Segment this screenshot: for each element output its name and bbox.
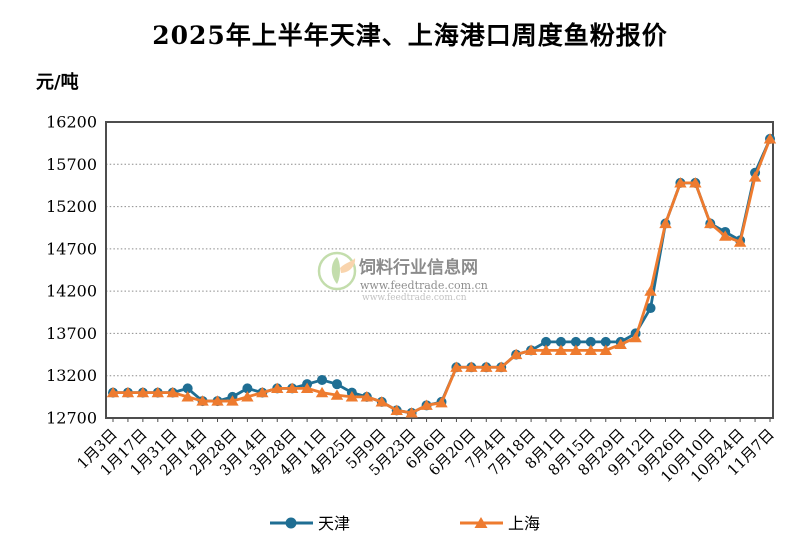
- chart-title: 2025年上半年天津、上海港口周度鱼粉报价: [152, 21, 668, 50]
- shanghai-point: [256, 386, 269, 398]
- shanghai-point: [181, 391, 194, 402]
- shanghai-point: [584, 344, 598, 355]
- shanghai-point: [644, 285, 657, 296]
- shanghai-point: [465, 361, 478, 372]
- shanghai-point: [763, 133, 777, 144]
- gridlines: [106, 163, 773, 377]
- y-tick-label: 15200: [46, 197, 97, 216]
- tianjin-point: [541, 336, 552, 347]
- shanghai-point: [689, 177, 702, 188]
- shanghai-point: [748, 171, 762, 182]
- y-axis-tick-labels: 12700 13200 13700 14200 14700 15200 15700 16200: [46, 113, 97, 428]
- x-axis-tick-labels: 1月3日1月17日1月31日2月14日2月28日3月14日3月28日4月11日4…: [73, 418, 778, 486]
- shanghai-point: [509, 348, 523, 360]
- shanghai-point: [360, 391, 374, 402]
- tianjin-point: [600, 336, 611, 347]
- plot-area-border: [105, 121, 774, 419]
- shanghai-point: [315, 386, 329, 398]
- legend: 天津 上海: [270, 514, 540, 533]
- legend-label-shanghai[interactable]: 上海: [508, 514, 540, 533]
- watermark-site-url: www.feedtrade.com.cn: [360, 279, 488, 292]
- shanghai-point: [271, 382, 284, 393]
- shanghai-point: [121, 386, 135, 398]
- shanghai-point: [554, 344, 568, 355]
- shanghai-point: [539, 344, 553, 355]
- watermark-leaf-icon: [331, 257, 340, 284]
- shanghai-point: [674, 177, 687, 188]
- tianjin-point: [331, 379, 342, 390]
- shanghai-point: [704, 217, 717, 229]
- shanghai-point: [599, 344, 612, 355]
- tianjin-point: [570, 336, 581, 347]
- watermark-site-url-faint: www.feedtrade.com.cn: [362, 293, 467, 303]
- tianjin-point: [317, 374, 328, 385]
- shanghai-point: [659, 217, 672, 229]
- shanghai-point: [435, 396, 448, 408]
- legend-tianjin-circle-icon: [285, 517, 297, 529]
- data-series: [106, 133, 777, 418]
- tianjin-point: [182, 383, 193, 394]
- watermark-leaf2-icon: [340, 258, 356, 273]
- tianjin-point: [555, 336, 566, 347]
- shanghai-point: [614, 338, 627, 350]
- y-tick-label: 12700: [46, 409, 97, 428]
- shanghai-point: [136, 386, 150, 398]
- shanghai-point: [629, 331, 642, 343]
- shanghai-point: [495, 361, 508, 372]
- y-tick-label: 13200: [46, 366, 97, 385]
- tianjin-point: [645, 303, 656, 314]
- y-tick-label: 16200: [46, 113, 97, 132]
- legend-label-tianjin[interactable]: 天津: [318, 514, 350, 533]
- shanghai-point: [151, 386, 164, 398]
- shanghai-point: [420, 399, 433, 410]
- y-tick-label: 14200: [46, 282, 97, 301]
- legend-shanghai-triangle-icon: [474, 517, 488, 528]
- shanghai-point: [330, 389, 344, 400]
- shanghai-point: [166, 386, 179, 398]
- watermark: 饲料行业信息网 www.feedtrade.com.cn www.feedtra…: [317, 251, 488, 303]
- shanghai-point: [375, 396, 388, 407]
- shanghai-point: [196, 395, 209, 406]
- shanghai-point: [345, 391, 359, 402]
- shanghai-point: [569, 344, 583, 355]
- shanghai-point: [390, 404, 403, 415]
- y-tick-label: 14700: [46, 239, 97, 258]
- tianjin-point: [242, 383, 253, 394]
- shanghai-point: [524, 344, 538, 355]
- watermark-site-name: 饲料行业信息网: [358, 257, 478, 278]
- watermark-logo-circle-icon: [317, 251, 357, 291]
- shanghai-point: [211, 395, 224, 406]
- shanghai-point: [106, 386, 120, 398]
- shanghai-point: [241, 391, 254, 402]
- y-axis-unit-label: 元/吨: [36, 71, 79, 93]
- y-tick-label: 13700: [46, 324, 97, 343]
- shanghai-point: [285, 382, 299, 393]
- shanghai-point: [300, 382, 314, 393]
- shanghai-point: [405, 407, 418, 418]
- shanghai-point: [719, 230, 732, 241]
- y-tick-label: 15700: [46, 155, 97, 174]
- tianjin-point: [585, 336, 596, 347]
- shanghai-point: [733, 236, 747, 247]
- shanghai-point: [226, 395, 239, 406]
- shanghai-point: [480, 361, 493, 372]
- shanghai-point: [450, 361, 463, 372]
